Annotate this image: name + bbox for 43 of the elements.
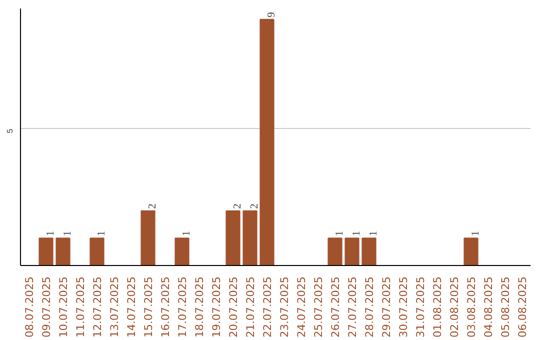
x-tick-label: 27.07.2025 bbox=[346, 276, 359, 338]
data-label: 9 bbox=[266, 12, 278, 18]
x-tick-label: 26.07.2025 bbox=[329, 276, 342, 338]
x-tick-label: 06.08.2025 bbox=[516, 276, 529, 338]
data-label: 1 bbox=[368, 230, 380, 236]
data-label: 1 bbox=[470, 230, 482, 236]
y-tick-label: 5 bbox=[6, 128, 14, 134]
x-tick-label: 16.07.2025 bbox=[159, 276, 172, 338]
x-tick-label: 20.07.2025 bbox=[227, 276, 240, 338]
x-tick-label: 21.07.2025 bbox=[244, 276, 257, 338]
data-label: 1 bbox=[334, 230, 346, 236]
x-tick-label: 14.07.2025 bbox=[125, 276, 138, 338]
x-tick-label: 03.08.2025 bbox=[465, 276, 478, 338]
data-label: 1 bbox=[352, 230, 362, 236]
x-tick-label: 11.07.2025 bbox=[74, 276, 87, 338]
x-tick-label: 22.07.2025 bbox=[261, 276, 274, 338]
x-tick-label: 05.08.2025 bbox=[499, 276, 512, 338]
x-tick-label: 19.07.2025 bbox=[210, 276, 223, 338]
x-tick-label: 04.08.2025 bbox=[482, 276, 495, 338]
x-tick-label: 17.07.2025 bbox=[176, 276, 189, 338]
x-tick-label: 25.07.2025 bbox=[312, 276, 325, 338]
x-tick-label: 09.07.2025 bbox=[40, 276, 53, 338]
x-tick-label: 29.07.2025 bbox=[380, 276, 393, 338]
x-tick-label: 08.07.2025 bbox=[23, 276, 36, 338]
data-label: 1 bbox=[46, 230, 56, 236]
data-label: 1 bbox=[182, 230, 192, 236]
x-tick-label: 31.07.2025 bbox=[414, 276, 427, 338]
x-tick-label: 10.07.2025 bbox=[57, 276, 70, 338]
x-tick-label: 23.07.2025 bbox=[278, 276, 291, 338]
x-tick-label: 12.07.2025 bbox=[91, 276, 104, 338]
data-label: 2 bbox=[148, 203, 158, 209]
x-tick-label: 18.07.2025 bbox=[193, 276, 206, 338]
data-label: 1 bbox=[62, 230, 74, 236]
data-label: 2 bbox=[250, 203, 260, 209]
x-tick-label: 01.08.2025 bbox=[431, 276, 444, 338]
x-tick-label: 02.08.2025 bbox=[448, 276, 461, 338]
x-tick-label: 28.07.2025 bbox=[363, 276, 376, 338]
x-tick-label: 24.07.2025 bbox=[295, 276, 308, 338]
x-tick-label: 30.07.2025 bbox=[397, 276, 410, 338]
data-label: 2 bbox=[232, 203, 244, 209]
x-tick-label: 15.07.2025 bbox=[142, 276, 155, 338]
x-tick-label: 13.07.2025 bbox=[108, 276, 121, 338]
data-label: 1 bbox=[96, 230, 108, 236]
